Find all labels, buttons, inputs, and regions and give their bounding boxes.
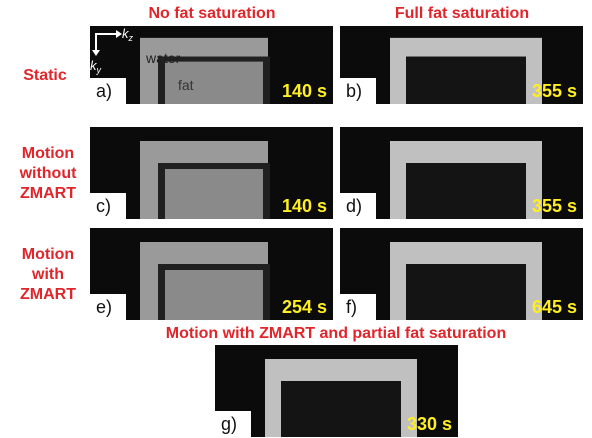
panels: a) 140 s b) 355 s c) 140 s d) 355 s e) 254 s f) 645… [90,26,583,437]
row-label: Motion [22,246,74,263]
row-label: with [31,266,64,283]
row-label: ZMART [20,185,76,202]
column-header: No fat saturation [148,5,275,22]
panel-letter: c) [96,196,111,216]
panel-time: 330 s [407,414,452,434]
panel-time: 140 s [282,196,327,216]
row-label: ZMART [20,286,76,303]
panel-letter: a) [96,81,112,101]
panel-time: 645 s [532,297,577,317]
panel-letter: f) [346,297,357,317]
column-header: Full fat saturation [395,5,529,22]
panel-time: 140 s [282,81,327,101]
panel-letter: g) [221,414,237,434]
row-label: Static [23,67,67,84]
figure: No fat saturation Full fat saturation St… [0,0,592,438]
panel-letter: b) [346,81,362,101]
row-label: Motion [22,145,74,162]
panel-time: 254 s [282,297,327,317]
annotation: water [145,50,181,66]
panel-letter: e) [96,297,112,317]
panel-letter: d) [346,196,362,216]
panel-time: 355 s [532,196,577,216]
annotation: fat [178,77,194,93]
row-label: without [19,165,78,182]
panel-time: 355 s [532,81,577,101]
bottom-title: Motion with ZMART and partial fat satura… [166,325,506,342]
